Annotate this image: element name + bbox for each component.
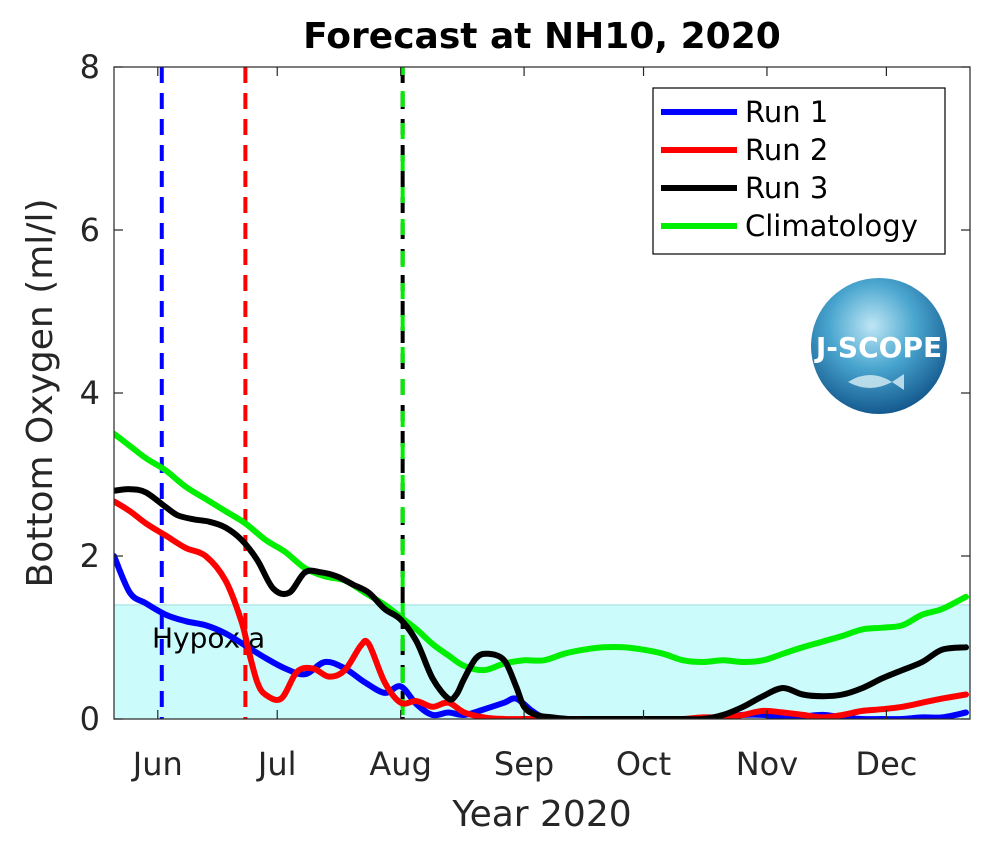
- chart-title: Forecast at NH10, 2020: [303, 16, 781, 57]
- legend-label-climatology: Climatology: [745, 209, 918, 243]
- y-tick-label: 6: [80, 211, 100, 249]
- logo-circle: [811, 278, 947, 414]
- series-line-run-2: [114, 498, 969, 719]
- x-tick-label: Sep: [494, 745, 554, 783]
- x-tick-label: Oct: [616, 745, 671, 783]
- x-tick-label: Jun: [131, 745, 183, 783]
- y-axis-label: Bottom Oxygen (ml/l): [20, 199, 61, 588]
- legend-label-run-2: Run 2: [745, 133, 828, 167]
- legend-label-run-1: Run 1: [745, 95, 828, 129]
- x-tick-label: Nov: [736, 745, 798, 783]
- logo-text: J-SCOPE: [814, 331, 942, 364]
- legend-label-run-3: Run 3: [745, 171, 828, 205]
- y-tick-label: 2: [80, 537, 100, 575]
- legend: Run 1 Run 2 Run 3 Climatology: [652, 87, 946, 255]
- x-tick-label: Jul: [256, 745, 297, 783]
- series-line-run-3: [114, 486, 969, 719]
- logo-fish-icon: [848, 374, 904, 390]
- y-tick-label: 0: [80, 700, 100, 738]
- x-axis-label: Year 2020: [451, 794, 631, 835]
- x-tick-label: Aug: [369, 745, 431, 783]
- series-line-climatology: [114, 430, 969, 674]
- y-tick-label: 4: [80, 374, 100, 412]
- j-scope-logo: J-SCOPE: [811, 278, 947, 414]
- y-tick-label: 8: [80, 48, 100, 86]
- x-tick-label: Dec: [855, 745, 917, 783]
